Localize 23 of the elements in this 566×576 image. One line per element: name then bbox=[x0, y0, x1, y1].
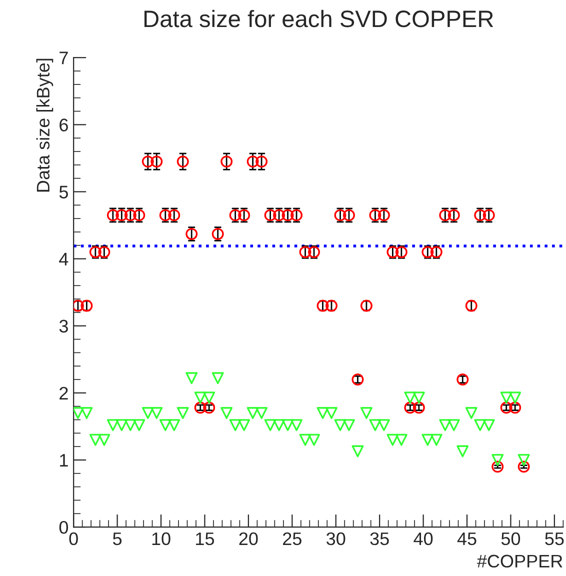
y-tick-label: 4 bbox=[59, 252, 68, 266]
y-tick-label: 1 bbox=[60, 454, 68, 467]
x-tick-label: 50 bbox=[501, 532, 520, 546]
x-tick-label: 0 bbox=[69, 532, 78, 546]
y-tick-label: 5 bbox=[59, 186, 68, 198]
x-tick-label: 20 bbox=[239, 532, 258, 546]
chart-title: Data size for each SVD COPPER bbox=[144, 10, 494, 28]
y-tick-label: 6 bbox=[60, 118, 68, 132]
x-axis-title: #COPPER bbox=[476, 554, 562, 568]
x-tick-label: 25 bbox=[283, 532, 302, 546]
x-tick-label: 40 bbox=[414, 532, 433, 546]
y-tick-label: 0 bbox=[59, 520, 68, 534]
x-tick-label: 5 bbox=[112, 532, 122, 546]
x-tick-label: 30 bbox=[326, 532, 346, 546]
x-tick-label: 45 bbox=[457, 532, 476, 546]
x-tick-label: 35 bbox=[370, 532, 389, 546]
y-tick-label: 3 bbox=[59, 320, 68, 333]
y-axis-title: Data size [kByte] bbox=[36, 58, 54, 192]
x-tick-label: 15 bbox=[196, 532, 214, 546]
x-tick-label: 10 bbox=[152, 532, 170, 546]
x-tick-label: 55 bbox=[545, 532, 564, 546]
y-tick-label: 2 bbox=[60, 386, 68, 400]
y-tick-label: 7 bbox=[60, 52, 68, 64]
